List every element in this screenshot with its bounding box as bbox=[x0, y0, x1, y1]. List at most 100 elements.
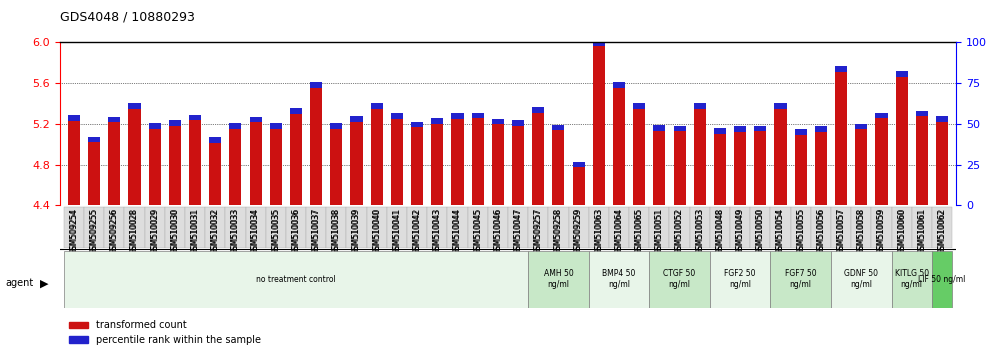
Bar bbox=[290, 114, 302, 205]
Bar bbox=[653, 125, 665, 131]
Text: GSM509256: GSM509256 bbox=[110, 207, 119, 254]
FancyBboxPatch shape bbox=[84, 207, 105, 248]
Bar bbox=[815, 132, 827, 205]
Bar bbox=[775, 109, 787, 205]
Text: GSM510052: GSM510052 bbox=[675, 207, 684, 254]
Bar bbox=[553, 130, 565, 205]
Text: GSM510035: GSM510035 bbox=[271, 207, 280, 254]
Text: GSM510047: GSM510047 bbox=[514, 207, 523, 254]
Bar bbox=[936, 122, 948, 205]
Bar bbox=[310, 82, 323, 88]
Text: ▶: ▶ bbox=[40, 278, 49, 288]
Text: GSM510028: GSM510028 bbox=[129, 209, 139, 255]
Bar bbox=[633, 103, 645, 109]
Bar bbox=[209, 137, 221, 143]
FancyBboxPatch shape bbox=[649, 251, 710, 308]
Bar bbox=[714, 128, 726, 134]
Text: GSM510037: GSM510037 bbox=[312, 207, 321, 254]
Text: GSM510065: GSM510065 bbox=[634, 207, 643, 254]
Bar bbox=[875, 113, 887, 118]
Bar bbox=[371, 103, 382, 109]
FancyBboxPatch shape bbox=[852, 207, 872, 248]
FancyBboxPatch shape bbox=[327, 207, 347, 248]
Text: GDS4048 / 10880293: GDS4048 / 10880293 bbox=[60, 11, 194, 24]
Bar bbox=[128, 103, 140, 109]
Bar bbox=[673, 131, 685, 205]
Bar bbox=[673, 126, 685, 131]
Text: GSM509259: GSM509259 bbox=[574, 209, 583, 255]
Text: GSM510062: GSM510062 bbox=[937, 207, 946, 254]
Bar bbox=[512, 126, 524, 205]
Bar bbox=[351, 122, 363, 205]
FancyBboxPatch shape bbox=[669, 207, 689, 248]
Text: GSM510040: GSM510040 bbox=[373, 207, 381, 254]
Text: GSM510037: GSM510037 bbox=[312, 209, 321, 255]
Text: GSM510061: GSM510061 bbox=[917, 209, 926, 255]
Bar bbox=[109, 122, 121, 205]
FancyBboxPatch shape bbox=[528, 251, 589, 308]
Text: GSM510034: GSM510034 bbox=[251, 209, 260, 255]
FancyBboxPatch shape bbox=[932, 251, 952, 308]
Text: GSM510052: GSM510052 bbox=[675, 209, 684, 255]
Bar bbox=[229, 129, 241, 205]
Bar bbox=[613, 82, 625, 88]
Text: GSM510032: GSM510032 bbox=[211, 209, 220, 255]
Text: GSM510033: GSM510033 bbox=[231, 207, 240, 254]
FancyBboxPatch shape bbox=[367, 207, 386, 248]
FancyBboxPatch shape bbox=[144, 207, 164, 248]
Text: GSM510051: GSM510051 bbox=[655, 207, 664, 254]
FancyBboxPatch shape bbox=[911, 207, 932, 248]
FancyBboxPatch shape bbox=[105, 207, 124, 248]
Bar bbox=[229, 123, 241, 129]
Text: GSM510038: GSM510038 bbox=[332, 207, 341, 254]
FancyBboxPatch shape bbox=[891, 207, 911, 248]
Bar bbox=[856, 124, 868, 129]
Text: GSM510056: GSM510056 bbox=[817, 207, 826, 254]
Text: GSM510061: GSM510061 bbox=[917, 207, 926, 254]
Bar bbox=[633, 109, 645, 205]
Text: GDNF 50
ng/ml: GDNF 50 ng/ml bbox=[845, 269, 878, 289]
FancyBboxPatch shape bbox=[266, 207, 286, 248]
Bar bbox=[189, 115, 201, 120]
Bar bbox=[532, 113, 544, 205]
Text: GSM510064: GSM510064 bbox=[615, 209, 623, 255]
Bar bbox=[411, 127, 423, 205]
FancyBboxPatch shape bbox=[730, 207, 750, 248]
FancyBboxPatch shape bbox=[589, 207, 609, 248]
Text: KITLG 50
ng/ml: KITLG 50 ng/ml bbox=[894, 269, 929, 289]
FancyBboxPatch shape bbox=[811, 207, 831, 248]
Bar bbox=[512, 120, 524, 126]
FancyBboxPatch shape bbox=[427, 207, 447, 248]
Bar bbox=[290, 108, 302, 114]
FancyBboxPatch shape bbox=[589, 251, 649, 308]
Text: GSM510046: GSM510046 bbox=[493, 207, 502, 254]
Bar bbox=[875, 118, 887, 205]
Bar bbox=[168, 126, 181, 205]
Text: GSM510063: GSM510063 bbox=[595, 207, 604, 254]
Text: GSM509254: GSM509254 bbox=[70, 207, 79, 254]
Text: GSM510039: GSM510039 bbox=[352, 207, 361, 254]
Bar bbox=[250, 122, 262, 205]
Text: GSM510029: GSM510029 bbox=[150, 209, 159, 255]
Bar bbox=[795, 129, 807, 135]
Bar bbox=[270, 129, 282, 205]
Text: GSM510044: GSM510044 bbox=[453, 207, 462, 254]
Bar bbox=[451, 119, 463, 205]
Text: GSM510041: GSM510041 bbox=[392, 209, 401, 255]
Bar bbox=[88, 142, 101, 205]
FancyBboxPatch shape bbox=[124, 207, 144, 248]
Text: GSM510062: GSM510062 bbox=[937, 209, 946, 255]
Text: CTGF 50
ng/ml: CTGF 50 ng/ml bbox=[663, 269, 695, 289]
Bar bbox=[835, 66, 848, 72]
Text: GSM510036: GSM510036 bbox=[292, 209, 301, 255]
FancyBboxPatch shape bbox=[710, 207, 730, 248]
Text: GSM509257: GSM509257 bbox=[534, 207, 543, 254]
Bar bbox=[390, 113, 403, 119]
Bar bbox=[895, 71, 907, 77]
Text: GSM509255: GSM509255 bbox=[90, 209, 99, 255]
Bar bbox=[411, 122, 423, 127]
Text: FGF7 50
ng/ml: FGF7 50 ng/ml bbox=[785, 269, 817, 289]
FancyBboxPatch shape bbox=[306, 207, 327, 248]
Text: GSM510043: GSM510043 bbox=[433, 207, 442, 254]
Bar bbox=[653, 131, 665, 205]
